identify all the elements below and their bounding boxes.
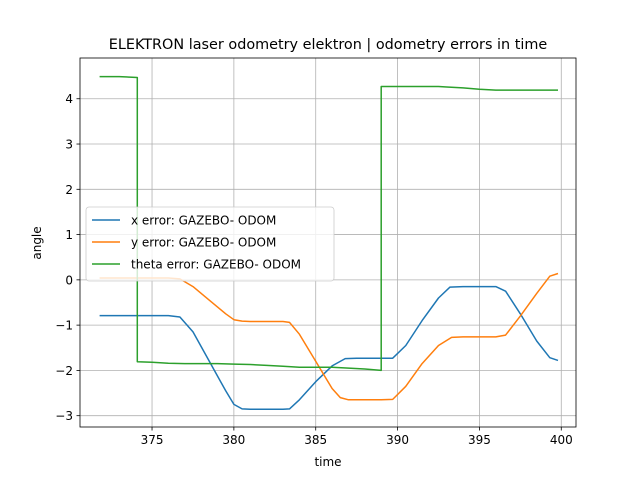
y-tick-label: 2 bbox=[65, 183, 73, 197]
series-line-0 bbox=[99, 285, 559, 411]
chart-title: ELEKTRON laser odometry elektron | odome… bbox=[109, 37, 548, 53]
legend-label-1: y error: GAZEBO- ODOM bbox=[131, 236, 276, 250]
x-tick-label: 395 bbox=[468, 433, 491, 447]
legend-box bbox=[85, 206, 335, 282]
x-tick-label: 375 bbox=[141, 433, 164, 447]
series-line-1 bbox=[99, 272, 559, 401]
x-axis: 375 380 385 390 395 400 bbox=[141, 427, 573, 447]
y-tick-label: 3 bbox=[65, 138, 73, 152]
x-tick-label: 385 bbox=[304, 433, 327, 447]
legend-label-0: x error: GAZEBO- ODOM bbox=[131, 214, 276, 228]
x-tick-label: 390 bbox=[386, 433, 409, 447]
series-layer bbox=[99, 75, 559, 411]
series-line-2 bbox=[99, 75, 558, 372]
y-tick-label: −3 bbox=[55, 409, 73, 423]
y-tick-label: 1 bbox=[65, 228, 73, 242]
y-axis: −3 −2 −1 0 1 2 3 4 bbox=[55, 92, 80, 423]
y-axis-label: angle bbox=[30, 226, 44, 259]
y-tick-label: −1 bbox=[55, 319, 73, 333]
legend: x error: GAZEBO- ODOM y error: GAZEBO- OD… bbox=[85, 206, 335, 282]
y-tick-label: −2 bbox=[55, 364, 73, 378]
x-axis-label: time bbox=[314, 455, 341, 469]
x-tick-label: 400 bbox=[550, 433, 573, 447]
plot-frame bbox=[79, 57, 577, 428]
y-tick-label: 4 bbox=[65, 92, 73, 106]
y-tick-label: 0 bbox=[65, 273, 73, 287]
legend-label-2: theta error: GAZEBO- ODOM bbox=[131, 258, 301, 272]
x-tick-label: 380 bbox=[222, 433, 245, 447]
